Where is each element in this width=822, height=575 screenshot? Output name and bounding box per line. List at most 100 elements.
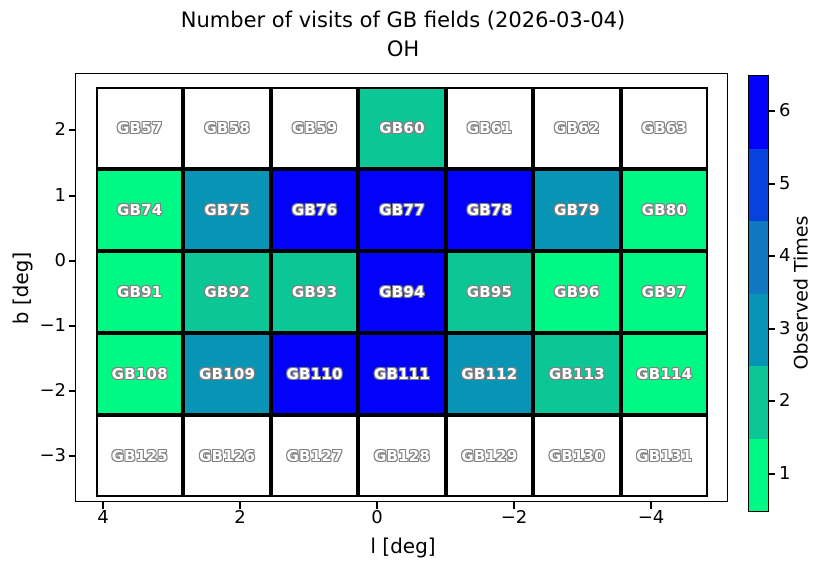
field-label: GB79 [554, 201, 600, 219]
colorbar-tick-mark [769, 183, 775, 185]
colorbar-segment-6 [749, 76, 768, 149]
y-tick-label: −1 [39, 315, 66, 336]
colorbar-segment-2 [749, 366, 768, 439]
y-tick-mark [69, 455, 76, 457]
field-label: GB114 [636, 365, 693, 383]
colorbar-segment-5 [749, 148, 768, 221]
field-label: GB127 [286, 447, 343, 465]
field-label: GB97 [641, 283, 687, 301]
field-cell-gb95: GB95 [445, 251, 534, 333]
x-tick-label: 0 [371, 507, 383, 528]
field-label: GB129 [461, 447, 518, 465]
colorbar-label: Observed Times [790, 215, 813, 370]
colorbar-segment-4 [749, 221, 768, 294]
field-cell-gb79: GB79 [533, 169, 621, 251]
field-cell-gb131: GB131 [620, 415, 708, 497]
field-cell-gb128: GB128 [358, 415, 446, 497]
colorbar-tick-mark [769, 473, 775, 475]
x-tick-label: −2 [500, 507, 528, 528]
x-tick-label: 2 [234, 507, 246, 528]
field-label: GB92 [204, 283, 250, 301]
field-label: GB125 [111, 447, 168, 465]
field-label: GB109 [199, 365, 256, 383]
colorbar-tick-label: 4 [779, 245, 791, 266]
field-label: GB58 [204, 119, 250, 137]
field-label: GB78 [466, 201, 513, 219]
field-cell-gb112: GB112 [445, 333, 534, 415]
field-cell-gb61: GB61 [445, 87, 534, 169]
field-cell-gb76: GB76 [270, 169, 359, 251]
x-tick-mark [102, 502, 104, 509]
colorbar-tick-mark [769, 255, 775, 257]
x-tick-label: 4 [97, 507, 109, 528]
y-tick-mark [69, 390, 76, 392]
field-cell-gb74: GB74 [96, 169, 184, 251]
colorbar-segment-1 [749, 438, 768, 511]
x-axis-label: l [deg] [370, 534, 436, 558]
colorbar-tick-mark [769, 110, 775, 112]
heatmap-grid: GB57 GB58 GB59 GB60 GB61 GB62 GB63 GB74 GB75 GB76… [96, 87, 708, 497]
field-cell-gb77: GB77 [358, 169, 446, 251]
colorbar-tick-label: 5 [779, 173, 791, 194]
y-tick-mark [69, 260, 76, 262]
field-cell-gb125: GB125 [96, 415, 184, 497]
title-line2: OH [386, 37, 420, 61]
field-cell-gb114: GB114 [620, 333, 708, 415]
y-tick-mark [69, 195, 76, 197]
x-tick-mark [376, 502, 378, 509]
chart-title: Number of visits of GB fields (2026-03-0… [75, 6, 731, 64]
colorbar-tick-mark [769, 400, 775, 402]
field-cell-gb108: GB108 [96, 333, 184, 415]
field-label: GB93 [291, 283, 338, 301]
field-cell-gb62: GB62 [533, 87, 621, 169]
field-cell-gb94: GB94 [358, 251, 446, 333]
field-label: GB61 [466, 119, 513, 137]
y-tick-label: 1 [54, 185, 66, 206]
x-tick-label: −4 [637, 507, 665, 528]
x-tick-mark [513, 502, 515, 509]
x-tick-mark [650, 502, 652, 509]
field-cell-gb59: GB59 [270, 87, 359, 169]
field-label: GB76 [291, 201, 338, 219]
field-label: GB57 [117, 119, 163, 137]
field-cell-gb58: GB58 [183, 87, 271, 169]
field-cell-gb80: GB80 [620, 169, 708, 251]
field-label: GB126 [199, 447, 256, 465]
field-label: GB128 [373, 447, 431, 465]
field-label: GB60 [379, 119, 425, 137]
field-label: GB91 [117, 283, 163, 301]
title-line1: Number of visits of GB fields (2026-03-0… [180, 8, 626, 32]
colorbar-tick-label: 3 [779, 318, 791, 339]
field-cell-gb109: GB109 [183, 333, 271, 415]
field-label: GB111 [373, 365, 431, 383]
field-cell-gb96: GB96 [533, 251, 621, 333]
field-cell-gb127: GB127 [270, 415, 359, 497]
field-label: GB96 [554, 283, 600, 301]
field-cell-gb78: GB78 [445, 169, 534, 251]
field-label: GB94 [379, 283, 425, 301]
field-label: GB95 [466, 283, 513, 301]
field-label: GB80 [641, 201, 687, 219]
field-cell-gb113: GB113 [533, 333, 621, 415]
field-cell-gb110: GB110 [270, 333, 359, 415]
colorbar-segment-3 [749, 293, 768, 366]
field-cell-gb111: GB111 [358, 333, 446, 415]
field-cell-gb57: GB57 [96, 87, 184, 169]
field-label: GB74 [117, 201, 163, 219]
x-tick-mark [239, 502, 241, 509]
colorbar-tick-mark [769, 328, 775, 330]
y-tick-label: 2 [54, 119, 66, 140]
field-cell-gb91: GB91 [96, 251, 184, 333]
field-cell-gb130: GB130 [533, 415, 621, 497]
field-label: GB59 [291, 119, 338, 137]
y-tick-mark [69, 325, 76, 327]
field-cell-gb63: GB63 [620, 87, 708, 169]
field-cell-gb75: GB75 [183, 169, 271, 251]
field-cell-gb93: GB93 [270, 251, 359, 333]
field-cell-gb126: GB126 [183, 415, 271, 497]
y-tick-label: 0 [54, 250, 66, 271]
y-axis-label: b [deg] [9, 251, 33, 325]
colorbar-tick-label: 1 [779, 463, 791, 484]
colorbar-tick-label: 2 [779, 390, 791, 411]
